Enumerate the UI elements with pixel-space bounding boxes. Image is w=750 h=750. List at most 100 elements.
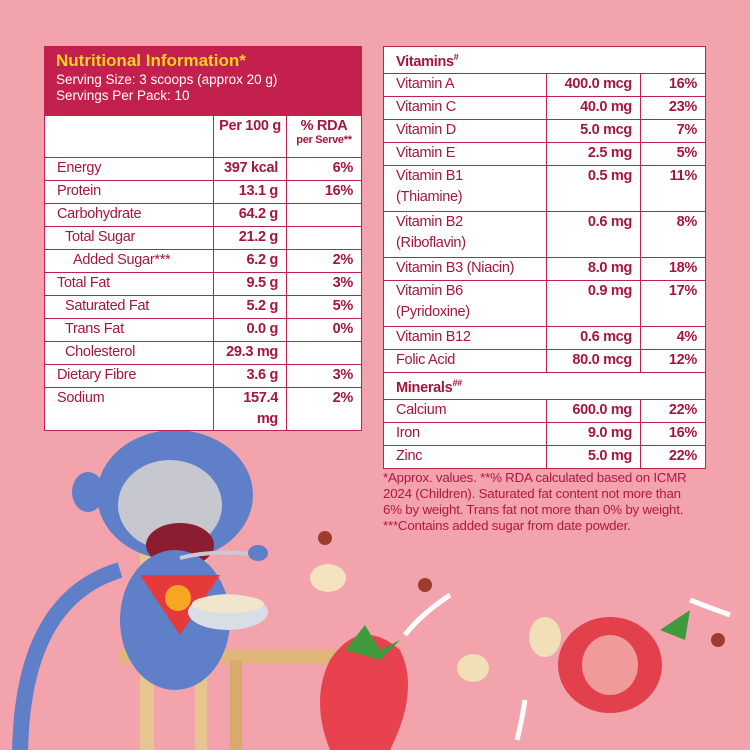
value: 0.6 mcg [580,328,632,345]
nutrient-name: Dietary Fibre [44,364,214,388]
value: 9.5 g [246,275,278,291]
nutrient-row: Vitamin B12 0.6 mcg 4% [383,325,706,350]
nutrient-row: Cholesterol 29.3 mg [44,341,362,365]
nutrient-value: 5.2 g [213,295,287,319]
nutrient-value: 2% [286,249,362,273]
blank-cell [44,115,214,158]
name: Total Fat [57,275,110,291]
section-name: Vitamins [396,53,454,70]
value: 3% [332,275,354,291]
nutrient-value: 6.2 g [213,249,287,273]
nutrient-name: Zinc [383,444,547,469]
value: 0.6 mg [587,213,632,230]
nutrient-name: Carbohydrate [44,203,214,227]
nutrient-name: Energy [44,157,214,181]
nutrient-row: Sodium 157.4 mg 2% [44,387,362,431]
nutrient-row: Saturated Fat 5.2 g 5% [44,295,362,319]
name: Dietary Fibre [57,367,137,383]
nutrient-value: 64.2 g [213,203,287,227]
section-name: Minerals [396,379,453,396]
value: 5% [676,144,698,161]
nutrient-row: Zinc 5.0 mg 22% [383,444,706,469]
value: 8.0 mg [587,259,632,276]
value: 18% [668,259,697,276]
value: 0.5 mg [587,167,632,184]
nutrient-rda: 23% [640,95,706,120]
nutrient-rda: 7% [640,118,706,143]
nutrient-value: 9.5 g [213,272,287,296]
name-line: Zinc [396,447,423,464]
nutrient-name: Saturated Fat [44,295,214,319]
nutrient-rda: 22% [640,444,706,469]
value: 0.9 mg [587,282,632,299]
nutrient-value: 80.0 mcg [546,348,641,373]
value: 40.0 mg [580,98,632,115]
section-header: Minerals## [383,371,706,400]
nutrient-value: 600.0 mg [546,398,641,423]
nutrient-value: 0.5 mg [546,164,641,212]
nutrient-value: 400.0 mcg [546,72,641,97]
name: Protein [57,183,101,199]
value: 22% [668,447,697,464]
section-mark: # [453,52,459,62]
header-rda: % RDA [300,118,348,134]
nutrient-value: 397 kcal [213,157,287,181]
title: Nutritional Information* [56,51,246,70]
name-line: Vitamin C [396,98,456,115]
value: 5.0 mg [587,447,632,464]
servings-per-pack: Servings Per Pack: 10 [56,88,190,103]
nutrient-value [286,203,362,227]
name: Cholesterol [65,344,136,360]
name-line: Vitamin B1 [396,167,463,184]
nutrient-value: 21.2 g [213,226,287,250]
value: 5.0 mcg [580,121,632,138]
nutrient-name: Total Sugar [44,226,214,250]
nutrient-row: Carbohydrate 64.2 g [44,203,362,227]
nutrient-value: 2% [286,387,362,431]
nutrient-value: 3.6 g [213,364,287,388]
nutrient-value: 29.3 mg [213,341,287,365]
name-line: Vitamin B6 [396,282,463,299]
value: 8% [676,213,698,230]
nutrient-row: Vitamin B2 (Riboflavin) 0.6 mg 8% [383,210,706,258]
value: 400.0 mcg [564,75,633,92]
nutrient-value: 40.0 mg [546,95,641,120]
section-header: Vitamins# [383,46,706,74]
nutrient-name: Calcium [383,398,547,423]
nutrient-name: Vitamin B3 (Niacin) [383,256,547,281]
name: Sodium [57,390,105,406]
name-line: Vitamin A [396,75,455,92]
value: 157.4 mg [243,390,278,427]
nutrient-value: 8.0 mg [546,256,641,281]
nutrient-rda: 16% [640,72,706,97]
nutrient-name: Vitamin C [383,95,547,120]
value: 2% [332,390,354,406]
nutrient-name: Vitamin B6 (Pyridoxine) [383,279,547,327]
nutrient-row: Trans Fat 0.0 g 0% [44,318,362,342]
nutrient-rda: 17% [640,279,706,327]
nutrient-value: 0.9 mg [546,279,641,327]
nutrient-name: Vitamin D [383,118,547,143]
nutrient-name: Vitamin E [383,141,547,166]
nutrient-row: Folic Acid 80.0 mcg 12% [383,348,706,373]
value: 16% [324,183,353,199]
header-cell: % RDA per Serve** [286,115,362,158]
value: 2% [332,252,354,268]
nutrient-value: 3% [286,364,362,388]
nutrient-row: Vitamin B6 (Pyridoxine) 0.9 mg 17% [383,279,706,327]
nutrient-value: 13.1 g [213,180,287,204]
nutrient-row: Vitamin D 5.0 mcg 7% [383,118,706,143]
nutrient-row: Vitamin B1 (Thiamine) 0.5 mg 11% [383,164,706,212]
nutrient-name: Sodium [44,387,214,431]
value: 11% [669,167,698,184]
value: 0.0 g [246,321,278,337]
value: 5% [332,298,354,314]
value: 7% [676,121,698,138]
value: 22% [668,401,697,418]
nutrient-row: Vitamin E 2.5 mg 5% [383,141,706,166]
name-line: Iron [396,424,420,441]
value: 600.0 mg [572,401,632,418]
value: 23% [668,98,697,115]
